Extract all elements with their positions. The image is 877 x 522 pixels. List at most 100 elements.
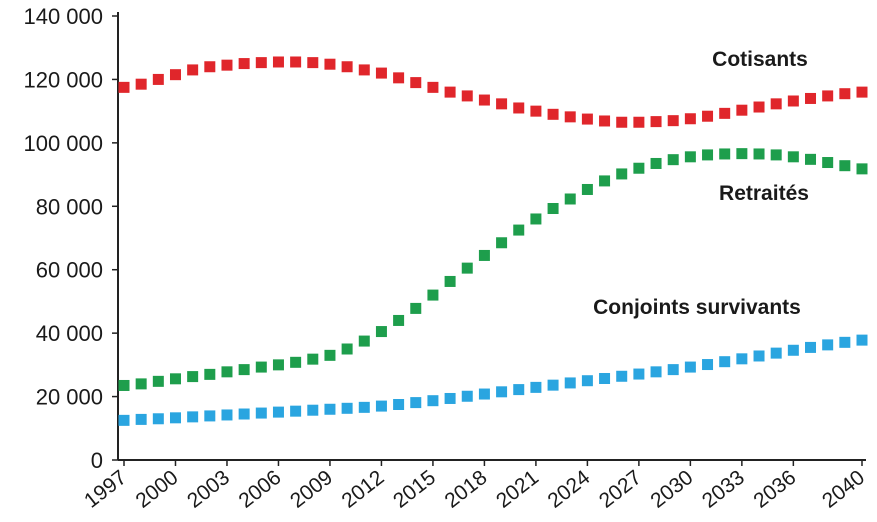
data-point [805,92,817,104]
data-point [461,390,473,402]
data-point [169,69,181,81]
data-point [822,157,834,169]
x-tick-label: 2036 [749,466,800,513]
data-point [290,56,302,68]
data-point [444,275,456,287]
data-point [753,101,765,113]
data-point [633,368,645,380]
y-tick-label: 100 000 [23,131,103,156]
data-point [204,368,216,380]
data-point [530,213,542,225]
x-tick-label: 2012 [338,466,389,513]
data-point [478,249,490,261]
data-point [375,400,387,412]
data-point [599,175,611,187]
data-point [324,403,336,415]
data-point [616,116,628,128]
data-point [753,350,765,362]
data-point [169,412,181,424]
data-point [118,81,130,93]
data-point [358,401,370,413]
data-point [599,372,611,384]
data-point [444,86,456,98]
data-point [187,371,199,383]
data-point [736,104,748,116]
x-tick-label: 2027 [595,466,646,513]
y-tick-label: 60 000 [36,258,103,283]
data-point [135,378,147,390]
data-point [719,148,731,160]
series-label-retraites: Retraités [719,182,809,205]
data-point [204,61,216,73]
y-axis: 0 20 000 40 000 60 000 80 000 100 000 120 000 1… [23,4,119,473]
data-point [822,339,834,351]
data-point [684,113,696,125]
data-point [856,86,868,98]
plot-area [118,56,868,426]
data-point [547,108,559,120]
data-point [839,88,851,100]
data-point [427,395,439,407]
data-point [393,72,405,84]
data-point [530,381,542,393]
data-point [135,413,147,425]
x-tick-label: 2021 [492,466,543,513]
series-label-conjoints-survivants: Conjoints survivants [593,296,801,319]
data-point [770,347,782,359]
data-point [118,379,130,391]
data-point [444,392,456,404]
data-point [547,203,559,215]
series-2 [118,334,868,426]
data-point [702,149,714,161]
x-tick-label: 2006 [235,466,286,513]
data-point [650,366,662,378]
x-tick-label: 2009 [286,466,337,513]
data-point [599,115,611,127]
data-point [736,148,748,160]
data-point [719,107,731,119]
data-point [616,370,628,382]
data-point [581,113,593,125]
series-label-cotisants: Cotisants [712,48,808,71]
data-point [255,361,267,373]
data-point [513,384,525,396]
data-point [427,289,439,301]
data-point [135,78,147,90]
data-point [633,116,645,128]
series-1 [118,148,868,391]
data-point [667,115,679,127]
data-point [358,335,370,347]
data-point [822,90,834,102]
data-point [152,413,164,425]
data-point [581,375,593,387]
data-point [204,410,216,422]
data-point [375,67,387,79]
data-point [187,64,199,76]
data-point [410,397,422,409]
data-point [856,163,868,175]
y-tick-label: 80 000 [36,194,103,219]
data-point [290,405,302,417]
y-tick-label: 20 000 [36,385,103,410]
data-point [581,183,593,195]
y-tick-label: 0 [91,448,103,473]
data-point [616,168,628,180]
data-point [307,57,319,69]
data-point [307,404,319,416]
x-tick-label: 2024 [543,466,594,513]
data-point [633,162,645,174]
data-point [272,56,284,68]
data-point [324,349,336,361]
data-point [787,95,799,107]
data-point [839,336,851,348]
x-tick-label: 2018 [441,466,492,513]
data-point [238,364,250,376]
data-point [221,409,233,421]
x-axis: 1997 2000 2003 2006 2009 2012 2015 2018 2021 2024… [80,459,869,513]
data-point [770,149,782,161]
data-point [410,302,422,314]
data-point [255,407,267,419]
x-tick-label: 2015 [389,466,440,513]
data-point [393,314,405,326]
